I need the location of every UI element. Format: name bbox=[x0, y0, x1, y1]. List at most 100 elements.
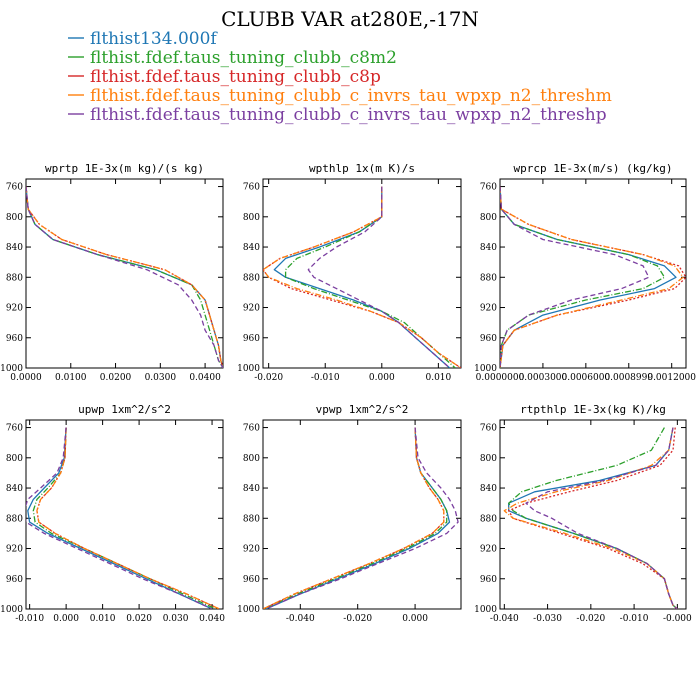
panel-5: vpwp 1xm^2/s^2 760 800 840 880 920 960 1000 -0.0… bbox=[237, 403, 462, 624]
x-tick-label: 0.000 bbox=[402, 614, 428, 624]
y-tick-label: 1000 bbox=[237, 605, 260, 615]
y-tick-label: 960 bbox=[243, 575, 260, 585]
x-tick-label: 0.010 bbox=[425, 373, 451, 383]
y-tick-label: 960 bbox=[6, 334, 23, 344]
legend-label: flthist134.000f bbox=[90, 29, 218, 49]
series-line-4 bbox=[263, 427, 445, 609]
series-line-5 bbox=[525, 427, 678, 609]
series-line-5 bbox=[265, 427, 459, 609]
series-group bbox=[26, 186, 223, 368]
plot-frame bbox=[262, 419, 462, 610]
y-tick-label: 760 bbox=[243, 424, 260, 434]
legend-label: flthist.fdef.taus_tuning_clubb_c8m2 bbox=[90, 48, 397, 68]
x-tick-label: 0.0012000 bbox=[647, 373, 696, 383]
legend: flthist134.000fflthist.fdef.taus_tuning_… bbox=[68, 29, 612, 125]
y-tick-label: 840 bbox=[480, 484, 497, 494]
y-tick-label: 920 bbox=[480, 304, 497, 314]
plot-frame bbox=[499, 419, 687, 610]
x-tick-label: 0.0003000 bbox=[519, 373, 568, 383]
x-tick-label: 0.0008999 bbox=[604, 373, 653, 383]
y-tick-label: 920 bbox=[6, 304, 23, 314]
y-tick-label: 880 bbox=[480, 273, 497, 283]
series-line-4 bbox=[500, 186, 684, 368]
x-tick-label: -0.010 bbox=[15, 614, 44, 624]
panel-title: vpwp 1xm^2/s^2 bbox=[316, 403, 409, 416]
y-tick-label: 1000 bbox=[474, 364, 497, 374]
series-line-4 bbox=[263, 186, 461, 368]
y-tick-label: 960 bbox=[480, 334, 497, 344]
panel-title: wprcp 1E-3x(m/s) (kg/kg) bbox=[514, 162, 673, 175]
y-tick-label: 880 bbox=[243, 273, 260, 283]
plot-frame bbox=[499, 178, 687, 369]
y-tick-label: 800 bbox=[243, 213, 260, 223]
x-tick-label: 0.030 bbox=[163, 614, 189, 624]
y-tick-label: 840 bbox=[6, 484, 23, 494]
plot-frame bbox=[25, 419, 224, 610]
y-tick-label: 880 bbox=[6, 514, 23, 524]
y-tick-label: 1000 bbox=[237, 364, 260, 374]
x-tick-label: 0.0000 bbox=[10, 373, 42, 383]
y-tick-label: 840 bbox=[243, 484, 260, 494]
x-tick-label: 0.020 bbox=[126, 614, 152, 624]
x-tick-label: 0.0200 bbox=[100, 373, 132, 383]
series-line-2 bbox=[284, 186, 456, 368]
y-tick-label: 760 bbox=[6, 183, 23, 193]
figure-title: CLUBB VAR at280E,-17N bbox=[221, 7, 479, 31]
plot-frame bbox=[262, 178, 462, 369]
x-tick-label: 0.000 bbox=[53, 614, 79, 624]
y-tick-label: 920 bbox=[243, 304, 260, 314]
plot-frame bbox=[25, 178, 224, 369]
x-tick-label: 0.0000000 bbox=[476, 373, 525, 383]
y-tick-label: 800 bbox=[243, 454, 260, 464]
x-tick-label: -0.020 bbox=[343, 614, 372, 624]
x-tick-label: -0.040 bbox=[490, 614, 519, 624]
y-tick-label: 840 bbox=[6, 243, 23, 253]
y-tick-label: 800 bbox=[6, 213, 23, 223]
series-group bbox=[500, 186, 686, 368]
panel-2: wpthlp 1x(m K)/s7608008408809209601000-0… bbox=[237, 162, 462, 383]
panel-1: wprtp 1E-3x(m kg)/(s kg) 760 800 840 880 920 9… bbox=[0, 162, 224, 383]
series-group bbox=[26, 427, 220, 609]
x-tick-label: 0.000 bbox=[369, 373, 395, 383]
y-tick-label: 840 bbox=[243, 243, 260, 253]
x-tick-label: -0.040 bbox=[286, 614, 315, 624]
panel-title: upwp 1xm^2/s^2 bbox=[78, 403, 171, 416]
series-line-4 bbox=[26, 186, 223, 368]
series-line-4 bbox=[36, 427, 220, 609]
series-line-5 bbox=[26, 186, 223, 368]
legend-label: flthist.fdef.taus_tuning_clubb_c8p bbox=[90, 67, 381, 87]
y-tick-label: 760 bbox=[243, 183, 260, 193]
y-tick-label: 800 bbox=[480, 454, 497, 464]
y-tick-label: 760 bbox=[480, 424, 497, 434]
y-tick-label: 880 bbox=[480, 514, 497, 524]
y-tick-label: 800 bbox=[480, 213, 497, 223]
x-tick-label: 0.040 bbox=[199, 614, 225, 624]
series-group bbox=[503, 427, 678, 609]
y-tick-label: 920 bbox=[6, 545, 23, 555]
y-tick-label: 960 bbox=[6, 575, 23, 585]
panel-title: rtpthlp 1E-3x(kg K)/kg bbox=[520, 403, 666, 416]
y-tick-label: 960 bbox=[243, 334, 260, 344]
panels: wprtp 1E-3x(m kg)/(s kg) 760 800 840 880 920 9… bbox=[0, 162, 696, 624]
y-tick-label: 880 bbox=[6, 273, 23, 283]
panel-3: wprcp 1E-3x(m/s) (kg/kg) 760 800 840 880 920 9… bbox=[474, 162, 696, 383]
series-line-1 bbox=[273, 186, 451, 368]
y-tick-label: 1000 bbox=[474, 605, 497, 615]
y-tick-label: 760 bbox=[480, 183, 497, 193]
y-tick-label: 1000 bbox=[0, 605, 23, 615]
x-tick-label: 0.0400 bbox=[189, 373, 221, 383]
x-tick-label: 0.0006000 bbox=[562, 373, 611, 383]
y-tick-label: 800 bbox=[6, 454, 23, 464]
panel-title: wpthlp 1x(m K)/s bbox=[309, 162, 415, 175]
y-tick-label: 1000 bbox=[0, 364, 23, 374]
y-tick-label: 880 bbox=[243, 514, 260, 524]
y-tick-label: 920 bbox=[243, 545, 260, 555]
panel-6: rtpthlp 1E-3x(kg K)/kg 760 800 840 880 920 960… bbox=[474, 403, 692, 624]
y-tick-label: 920 bbox=[480, 545, 497, 555]
x-tick-label: -0.010 bbox=[620, 614, 649, 624]
legend-label: flthist.fdef.taus_tuning_clubb_c_invrs_t… bbox=[90, 86, 612, 106]
series-line-5 bbox=[500, 186, 650, 368]
series-group bbox=[263, 427, 459, 609]
